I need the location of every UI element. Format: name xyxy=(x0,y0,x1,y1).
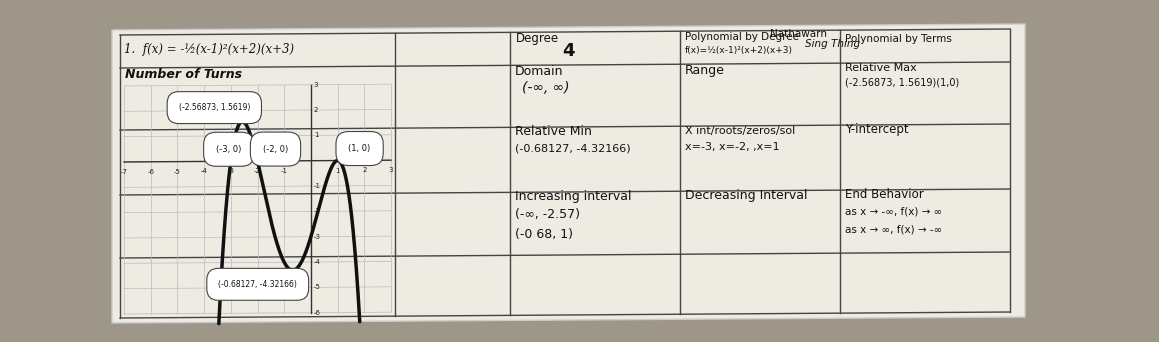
Text: -3: -3 xyxy=(227,168,234,174)
Text: Range: Range xyxy=(685,64,724,77)
Text: 2: 2 xyxy=(362,167,366,173)
Text: -6: -6 xyxy=(147,169,154,175)
Text: Degree: Degree xyxy=(516,32,559,45)
Text: -3: -3 xyxy=(314,234,321,240)
Text: Polynomial by Terms: Polynomial by Terms xyxy=(845,34,952,44)
Text: (-∞, -2.57): (-∞, -2.57) xyxy=(515,208,580,221)
Text: 1.  f(x) = -½(x-1)²(x+2)(x+3): 1. f(x) = -½(x-1)²(x+2)(x+3) xyxy=(124,43,294,56)
Text: End Behavior: End Behavior xyxy=(845,188,924,201)
Text: Relative Min: Relative Min xyxy=(515,125,592,138)
Text: -2: -2 xyxy=(254,168,261,174)
Text: (-2.56873, 1.5619): (-2.56873, 1.5619) xyxy=(178,103,250,112)
Text: (1, 0): (1, 0) xyxy=(349,144,371,153)
Text: as x → -∞, f(x) → ∞: as x → -∞, f(x) → ∞ xyxy=(845,206,942,216)
Text: Relative Max: Relative Max xyxy=(845,63,917,73)
Text: (-2, 0): (-2, 0) xyxy=(263,145,289,154)
Text: 1: 1 xyxy=(335,168,340,173)
Text: Y-intercept: Y-intercept xyxy=(845,123,909,136)
Text: (-0.68127, -4.32166): (-0.68127, -4.32166) xyxy=(218,280,297,289)
Text: -1: -1 xyxy=(280,168,287,174)
Text: Number of Turns: Number of Turns xyxy=(125,68,242,81)
Text: f(x)=½(x-1)²(x+2)(x+3): f(x)=½(x-1)²(x+2)(x+3) xyxy=(685,46,793,55)
Text: (-3, 0): (-3, 0) xyxy=(216,145,241,154)
Text: (-0.68127, -4.32166): (-0.68127, -4.32166) xyxy=(515,143,630,153)
Text: 4: 4 xyxy=(562,42,575,60)
Text: (-0 68, 1): (-0 68, 1) xyxy=(515,228,573,241)
Text: -1: -1 xyxy=(314,183,321,189)
Text: -7: -7 xyxy=(121,169,127,175)
Text: -4: -4 xyxy=(201,168,207,174)
Text: Polynomial by Degree: Polynomial by Degree xyxy=(685,32,799,42)
Text: 1: 1 xyxy=(314,132,319,139)
Text: 3: 3 xyxy=(314,82,319,88)
Text: as x → ∞, f(x) → -∞: as x → ∞, f(x) → -∞ xyxy=(845,224,942,234)
Text: Increasing interval: Increasing interval xyxy=(515,190,632,203)
Text: Domain: Domain xyxy=(515,65,563,78)
Text: -4: -4 xyxy=(314,259,321,265)
Text: -2: -2 xyxy=(314,208,321,214)
Text: Decreasing Interval: Decreasing Interval xyxy=(685,189,808,202)
Text: (-∞, ∞): (-∞, ∞) xyxy=(522,81,569,95)
Text: -6: -6 xyxy=(314,310,321,316)
Text: X int/roots/zeros/sol: X int/roots/zeros/sol xyxy=(685,126,795,136)
Text: -5: -5 xyxy=(314,285,321,290)
Text: Nathawarn: Nathawarn xyxy=(770,29,828,39)
Polygon shape xyxy=(112,24,1025,323)
Text: Sing Thing: Sing Thing xyxy=(806,39,860,49)
Text: (-2.56873, 1.5619)(1,0): (-2.56873, 1.5619)(1,0) xyxy=(845,77,960,87)
Text: 2: 2 xyxy=(314,107,319,113)
Text: -5: -5 xyxy=(174,169,181,175)
Text: x=-3, x=-2, ,x=1: x=-3, x=-2, ,x=1 xyxy=(685,142,780,152)
Text: 3: 3 xyxy=(388,167,393,173)
